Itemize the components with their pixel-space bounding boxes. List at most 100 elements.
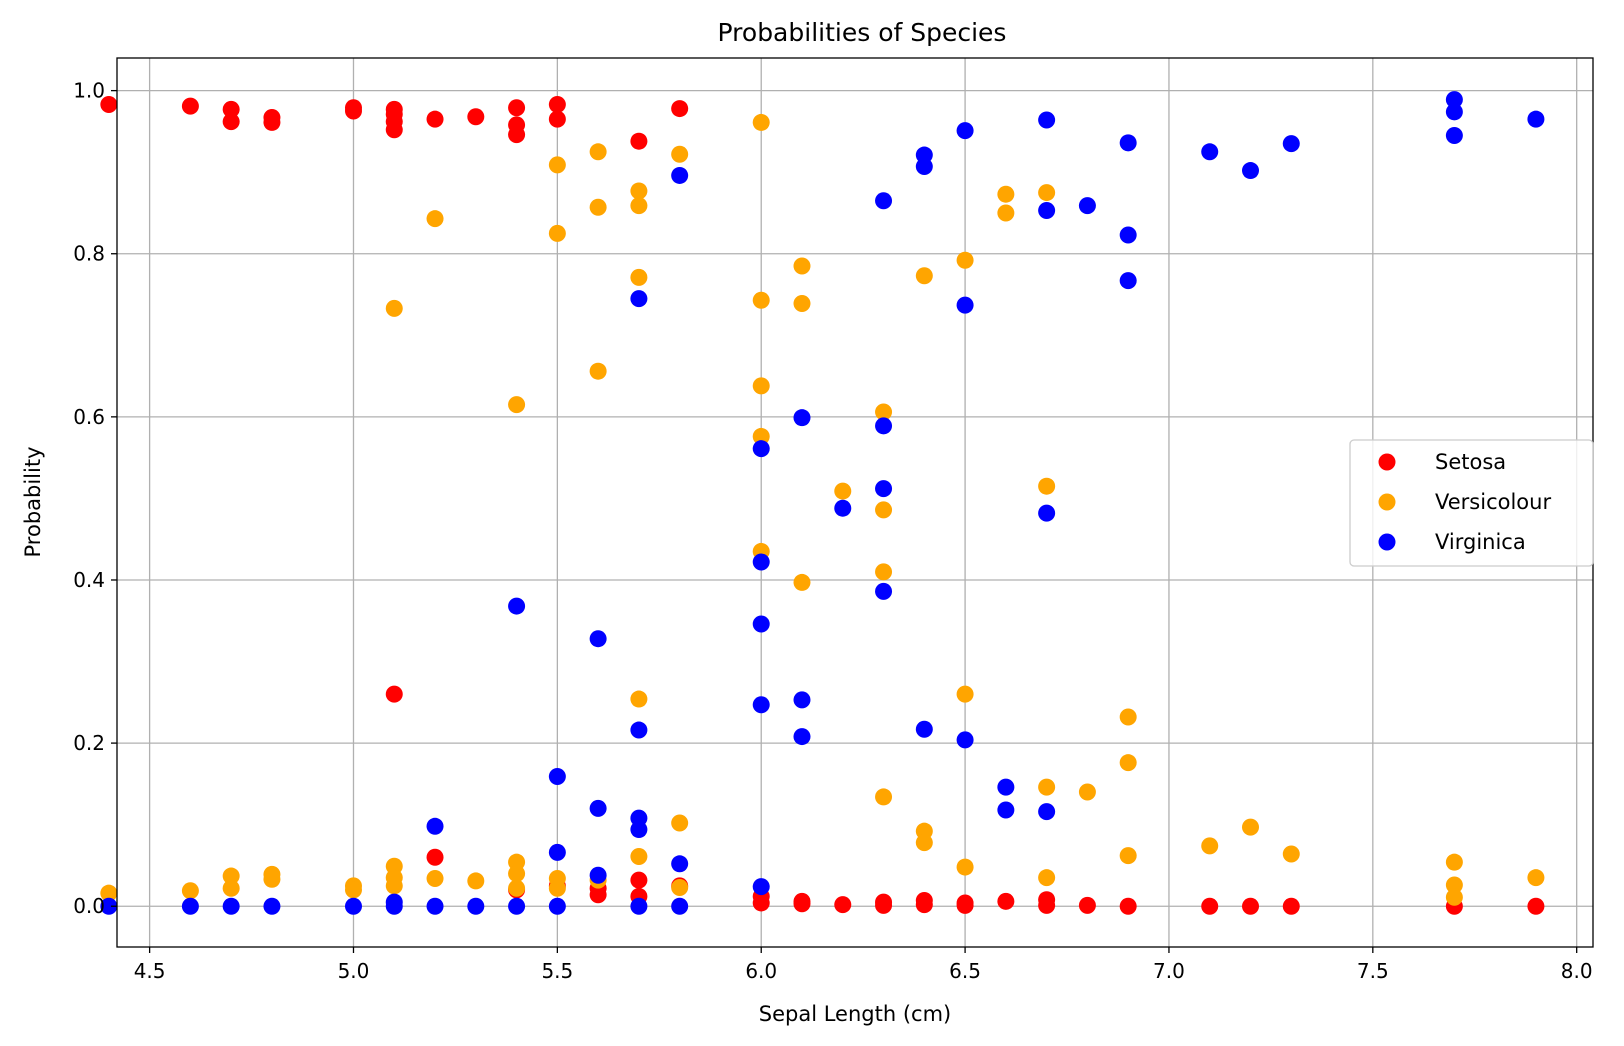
point-virginica <box>1119 226 1137 244</box>
point-virginica <box>630 821 648 839</box>
point-virginica <box>508 597 526 615</box>
point-virginica <box>793 691 811 709</box>
y-tick-label: 0.6 <box>73 405 105 429</box>
point-versicolour <box>875 788 893 806</box>
point-versicolour <box>956 251 974 269</box>
x-tick-label: 6.0 <box>745 959 777 983</box>
legend-label-versicolour: Versicolour <box>1435 490 1551 514</box>
point-virginica <box>875 582 893 600</box>
point-setosa <box>385 121 403 139</box>
point-versicolour <box>508 879 526 897</box>
y-tick-label: 1.0 <box>73 79 105 103</box>
point-setosa <box>589 886 607 904</box>
point-setosa <box>671 100 689 118</box>
point-versicolour <box>671 145 689 163</box>
x-tick-label: 7.5 <box>1357 959 1389 983</box>
point-setosa <box>181 97 199 115</box>
point-versicolour <box>630 268 648 286</box>
point-versicolour <box>1078 783 1096 801</box>
point-versicolour <box>793 294 811 312</box>
point-versicolour <box>915 267 933 285</box>
point-setosa <box>1527 897 1545 915</box>
point-versicolour <box>752 377 770 395</box>
point-setosa <box>385 685 403 703</box>
point-setosa <box>467 108 485 126</box>
point-virginica <box>671 855 689 873</box>
point-versicolour <box>263 870 281 888</box>
point-virginica <box>915 720 933 738</box>
point-versicolour <box>671 878 689 896</box>
point-virginica <box>344 897 362 915</box>
point-setosa <box>875 896 893 914</box>
x-tick-label: 8.0 <box>1561 959 1593 983</box>
legend-marker-versicolour <box>1378 493 1396 511</box>
point-virginica <box>1038 504 1056 522</box>
point-virginica <box>1282 135 1300 153</box>
point-setosa <box>1242 897 1260 915</box>
point-versicolour <box>1119 847 1137 865</box>
point-setosa <box>997 892 1015 910</box>
grid <box>117 58 1593 947</box>
point-virginica <box>997 801 1015 819</box>
point-versicolour <box>100 884 118 902</box>
point-versicolour <box>1038 869 1056 887</box>
point-virginica <box>671 897 689 915</box>
legend-label-virginica: Virginica <box>1435 530 1526 554</box>
point-setosa <box>1282 897 1300 915</box>
point-setosa <box>630 132 648 150</box>
point-versicolour <box>385 877 403 895</box>
point-versicolour <box>222 867 240 885</box>
point-versicolour <box>1038 477 1056 495</box>
point-setosa <box>222 100 240 118</box>
point-virginica <box>1201 143 1219 161</box>
point-virginica <box>1445 91 1463 109</box>
chart-title: Probabilities of Species <box>718 18 1007 47</box>
point-virginica <box>385 897 403 915</box>
point-versicolour <box>752 427 770 445</box>
point-virginica <box>589 630 607 648</box>
point-versicolour <box>467 872 485 890</box>
point-virginica <box>263 897 281 915</box>
point-versicolour <box>548 156 566 174</box>
y-axis-label: Probability <box>21 446 45 557</box>
point-virginica <box>752 615 770 633</box>
point-versicolour <box>426 210 444 228</box>
point-setosa <box>100 95 118 113</box>
point-versicolour <box>548 879 566 897</box>
point-setosa <box>263 113 281 131</box>
x-axis-label: Sepal Length (cm) <box>759 1002 951 1026</box>
point-versicolour <box>1119 708 1137 726</box>
point-versicolour <box>793 573 811 591</box>
point-virginica <box>508 897 526 915</box>
point-versicolour <box>508 396 526 414</box>
point-versicolour <box>875 563 893 581</box>
point-versicolour <box>630 847 648 865</box>
point-versicolour <box>630 690 648 708</box>
point-setosa <box>548 110 566 128</box>
y-tick-label: 0.8 <box>73 242 105 266</box>
y-tick-label: 0.0 <box>73 894 105 918</box>
point-virginica <box>1119 134 1137 152</box>
point-virginica <box>956 296 974 314</box>
point-versicolour <box>548 224 566 242</box>
point-setosa <box>426 848 444 866</box>
point-setosa <box>752 894 770 912</box>
legend-label-setosa: Setosa <box>1435 450 1506 474</box>
legend: Setosa Versicolour Virginica <box>1349 439 1594 567</box>
point-versicolour <box>875 501 893 519</box>
point-setosa <box>1078 896 1096 914</box>
point-virginica <box>589 799 607 817</box>
point-virginica <box>752 440 770 458</box>
point-versicolour <box>1445 853 1463 871</box>
point-versicolour <box>956 685 974 703</box>
axis-ticks: 4.5 5.0 5.5 6.0 6.5 7.0 7.5 8.0 0.0 0.2 0.4 0.6 0.8 1… <box>73 79 1592 983</box>
point-setosa <box>834 896 852 914</box>
legend-marker-virginica <box>1378 533 1396 551</box>
point-virginica <box>956 731 974 749</box>
point-setosa <box>508 126 526 144</box>
point-versicolour <box>671 814 689 832</box>
x-tick-label: 7.0 <box>1153 959 1185 983</box>
point-versicolour <box>589 143 607 161</box>
point-versicolour <box>630 197 648 215</box>
point-versicolour <box>1242 818 1260 836</box>
